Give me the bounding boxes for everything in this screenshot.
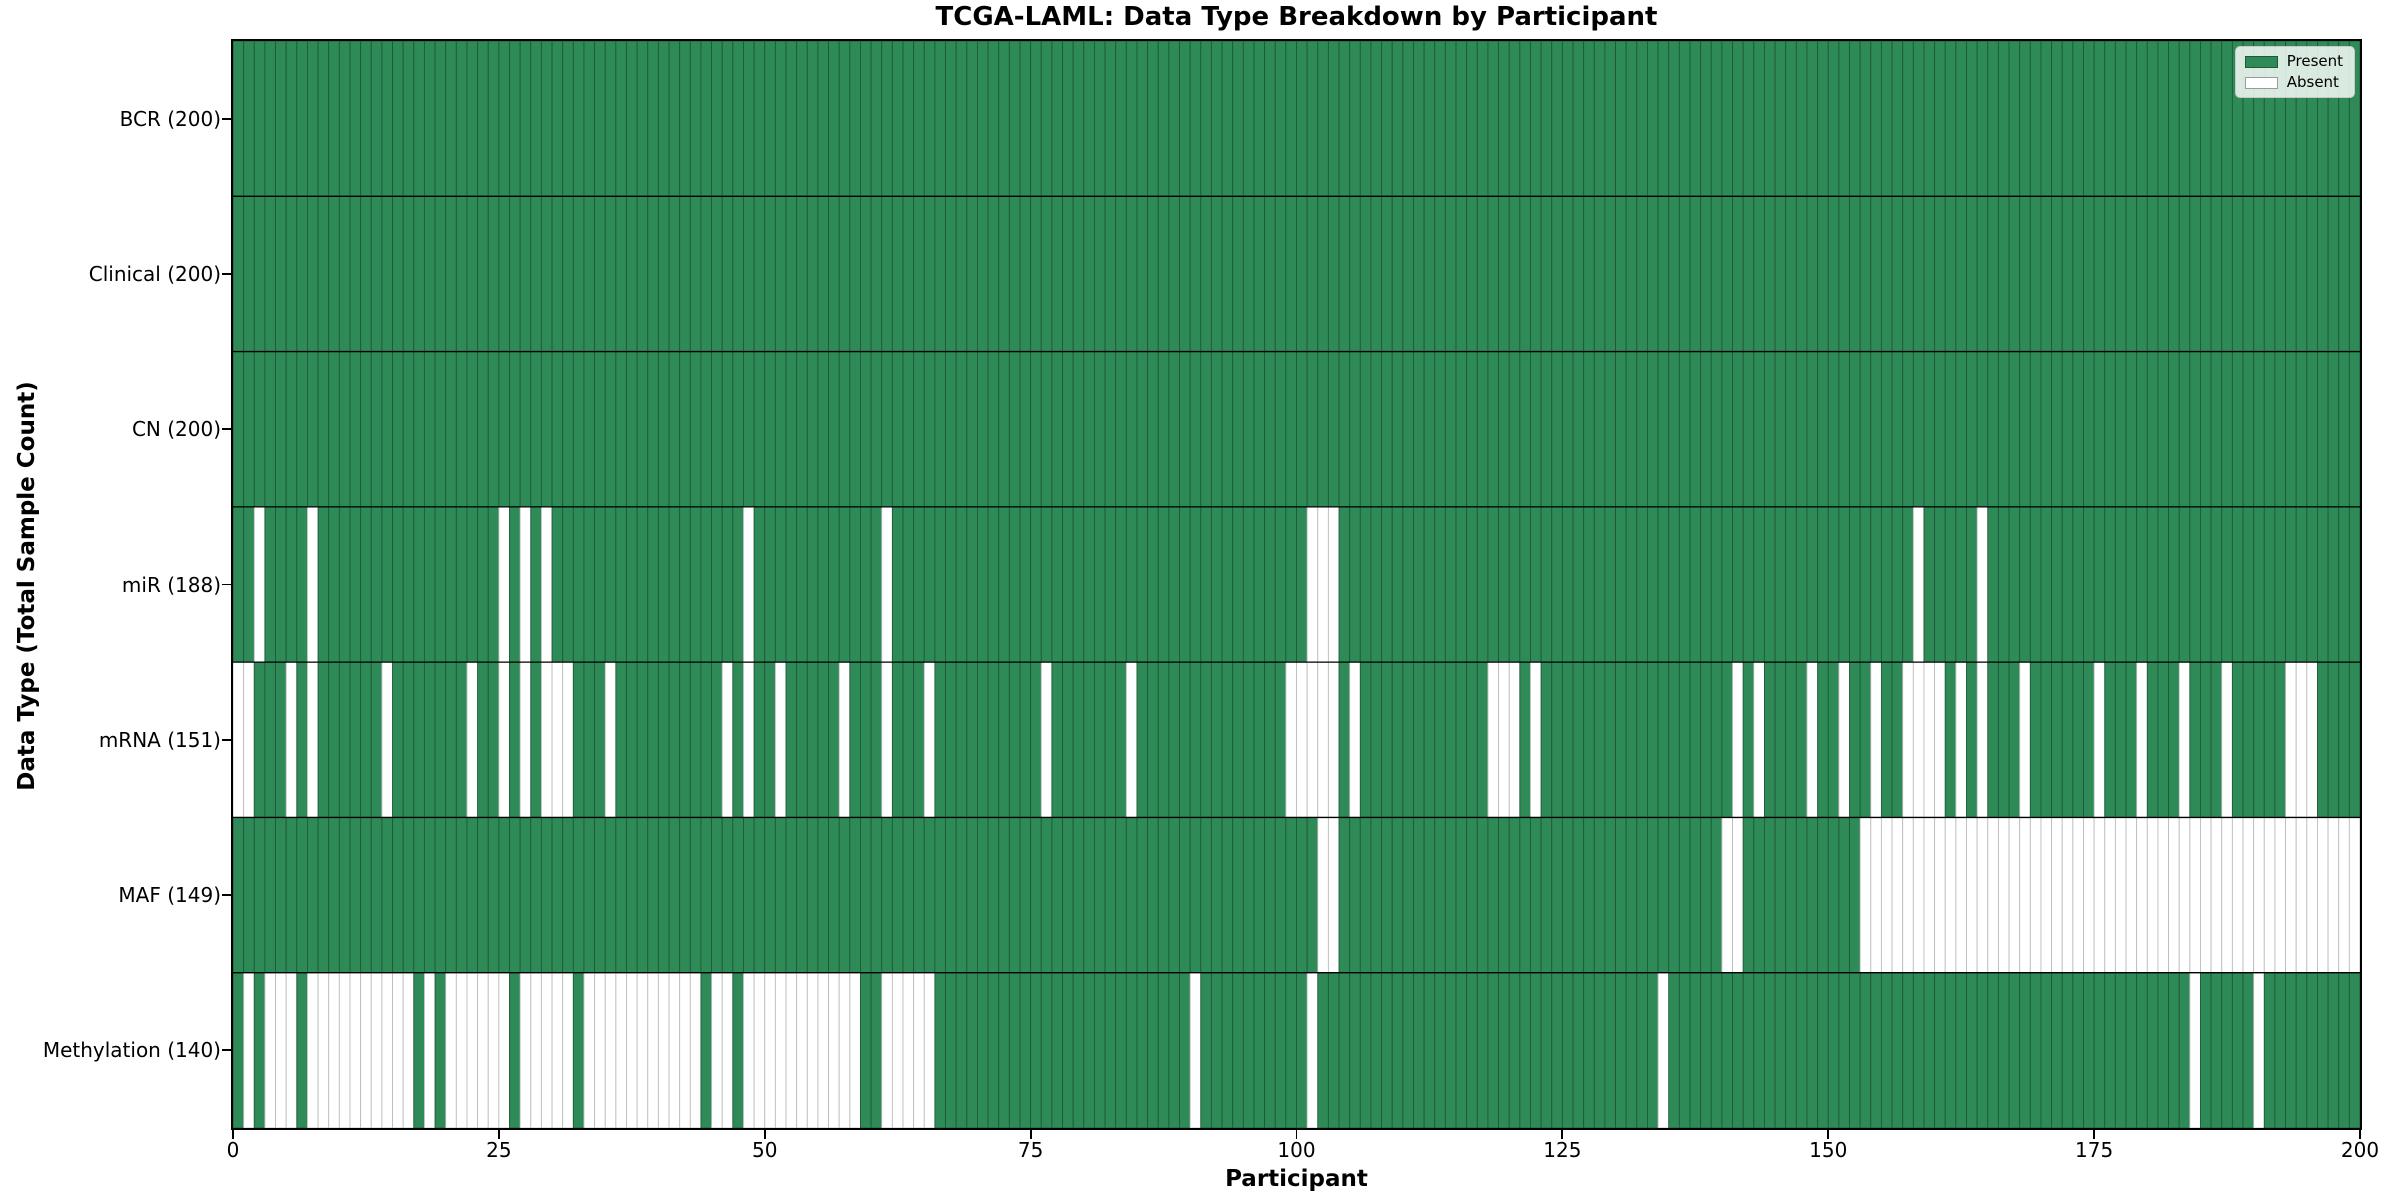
- plot-area: Present Absent: [231, 39, 2362, 1130]
- matrix-row: [233, 506, 2360, 663]
- x-tick-label: 150: [1809, 1138, 1848, 1162]
- x-tick: [763, 1130, 766, 1139]
- x-tick-label: 200: [2340, 1138, 2380, 1162]
- y-tick-label: MAF (149): [118, 883, 221, 908]
- legend-present-label: Present: [2286, 52, 2343, 70]
- chart-title: TCGA-LAML: Data Type Breakdown by Partic…: [935, 2, 1658, 32]
- x-tick: [497, 1130, 500, 1139]
- matrix-row: [233, 41, 2360, 197]
- x-tick-label: 50: [752, 1138, 778, 1162]
- y-tick-label: Clinical (200): [88, 261, 221, 286]
- legend-entry-present: Present: [2244, 52, 2343, 70]
- matrix-row: [233, 661, 2360, 818]
- heatmap-matrix: [233, 41, 2360, 1128]
- x-tick-label: 75: [1017, 1138, 1044, 1162]
- x-tick-label: 0: [226, 1138, 240, 1162]
- y-tick: [222, 894, 231, 896]
- y-tick-label: Methylation (140): [42, 1038, 221, 1063]
- y-tick: [222, 117, 231, 120]
- x-tick: [1029, 1130, 1032, 1139]
- x-tick: [1561, 1130, 1564, 1139]
- x-tick-label: 125: [1543, 1138, 1582, 1162]
- x-tick: [232, 1130, 234, 1139]
- y-tick-label: mRNA (151): [98, 727, 221, 752]
- legend-present-swatch: [2244, 55, 2278, 68]
- y-tick: [222, 738, 231, 741]
- y-tick: [222, 428, 231, 431]
- x-tick-label: 25: [486, 1138, 512, 1162]
- x-tick: [2093, 1130, 2096, 1139]
- legend-absent-swatch: [2244, 76, 2278, 89]
- x-tick: [2359, 1130, 2361, 1139]
- x-tick: [1295, 1130, 1298, 1139]
- legend-absent-label: Absent: [2286, 73, 2339, 91]
- y-tick: [222, 583, 231, 586]
- x-tick: [1827, 1130, 1830, 1139]
- x-axis-label: Participant: [1225, 1166, 1368, 1192]
- y-tick-label: BCR (200): [119, 106, 221, 131]
- row-separators: [233, 195, 2360, 974]
- y-tick: [222, 273, 231, 275]
- matrix-row: [233, 195, 2360, 353]
- matrix-row: [233, 351, 2360, 508]
- matrix-row: [233, 972, 2360, 1128]
- y-tick-label: CN (200): [131, 417, 221, 442]
- y-tick: [222, 1049, 231, 1052]
- x-tick-label: 100: [1277, 1138, 1316, 1162]
- legend-entry-absent: Absent: [2244, 73, 2343, 91]
- x-tick-label: 175: [2075, 1138, 2114, 1162]
- legend: Present Absent: [2234, 46, 2355, 98]
- y-tick-label: miR (188): [121, 572, 221, 597]
- matrix-row: [233, 816, 2360, 974]
